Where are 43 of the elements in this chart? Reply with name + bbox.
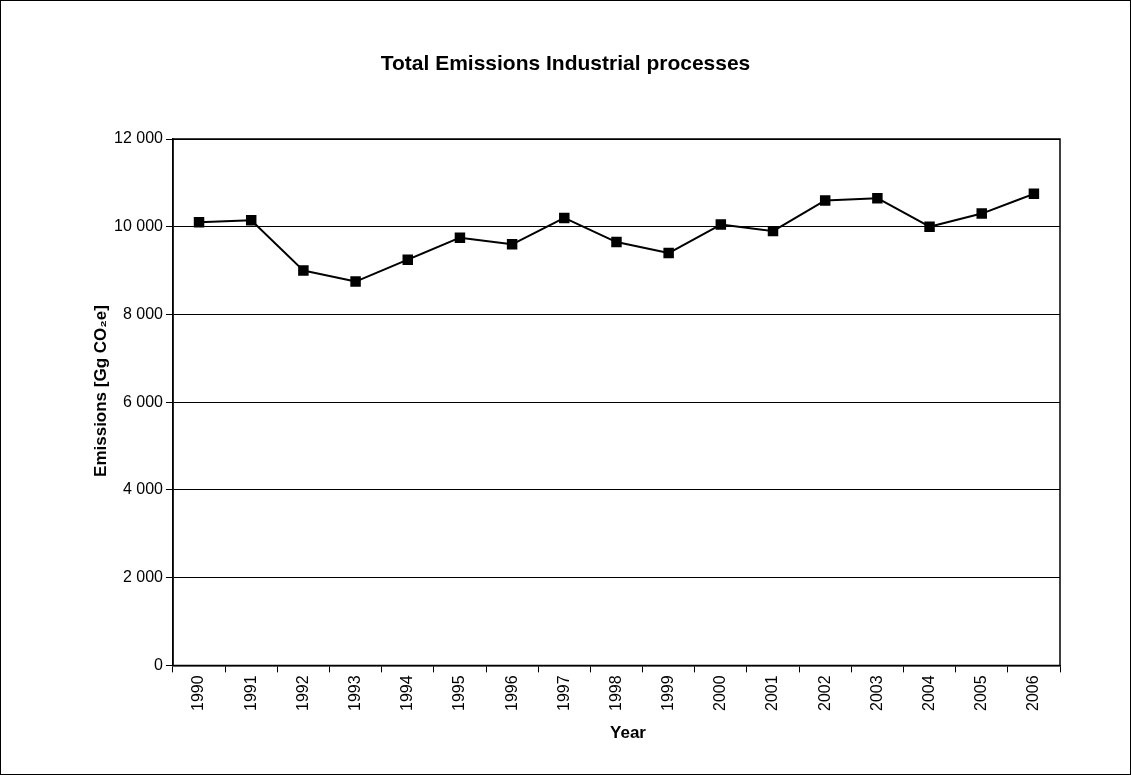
y-tick-label: 8 000 xyxy=(122,304,164,322)
point xyxy=(1028,188,1040,200)
point xyxy=(245,214,257,226)
y-tick-label: 12 000 xyxy=(114,129,164,147)
x-tick-label: 1998 xyxy=(606,675,624,711)
x-tick-label: 2006 xyxy=(1024,675,1042,711)
y-tick-label: 0 xyxy=(154,655,164,673)
y-tick-label: 4 000 xyxy=(122,480,164,498)
point xyxy=(663,247,674,259)
x-tick-label: 2005 xyxy=(972,675,990,711)
x-tick-label: 1991 xyxy=(241,675,259,711)
x-tick-label: 1995 xyxy=(450,675,468,711)
point xyxy=(402,254,413,265)
point xyxy=(976,208,987,219)
x-tick-label: 1992 xyxy=(293,675,311,711)
x-tick-label: 1994 xyxy=(398,675,416,711)
x-tick-label: 1999 xyxy=(659,675,677,711)
x-tick-label: 2003 xyxy=(867,675,885,711)
point xyxy=(454,232,466,243)
x-tick-label: 1996 xyxy=(502,675,520,711)
point xyxy=(819,195,831,206)
point xyxy=(350,276,361,287)
x-tick-label: 2001 xyxy=(763,675,781,711)
point xyxy=(193,217,205,228)
y-axis-title: Emissions [Gg CO₂e] xyxy=(91,305,111,477)
point xyxy=(715,219,727,230)
x-tick-label: 1993 xyxy=(345,675,363,711)
y-tick-label: 2 000 xyxy=(122,568,164,586)
y-tick-label: 10 000 xyxy=(114,217,164,235)
point xyxy=(872,192,883,204)
point xyxy=(611,236,622,248)
x-tick-label: 1990 xyxy=(189,675,207,711)
x-tick-label: 2004 xyxy=(919,675,937,711)
point xyxy=(298,265,309,276)
x-axis-title: Year xyxy=(610,723,646,743)
x-tick-label: 1997 xyxy=(554,675,572,711)
point xyxy=(924,221,935,232)
chart-title: Total Emissions Industrial processes xyxy=(379,51,752,75)
point xyxy=(559,212,570,224)
x-tick-label: 2002 xyxy=(815,675,833,711)
point xyxy=(506,239,518,250)
x-tick-label: 2000 xyxy=(711,675,729,711)
y-tick-label: 6 000 xyxy=(122,392,164,410)
